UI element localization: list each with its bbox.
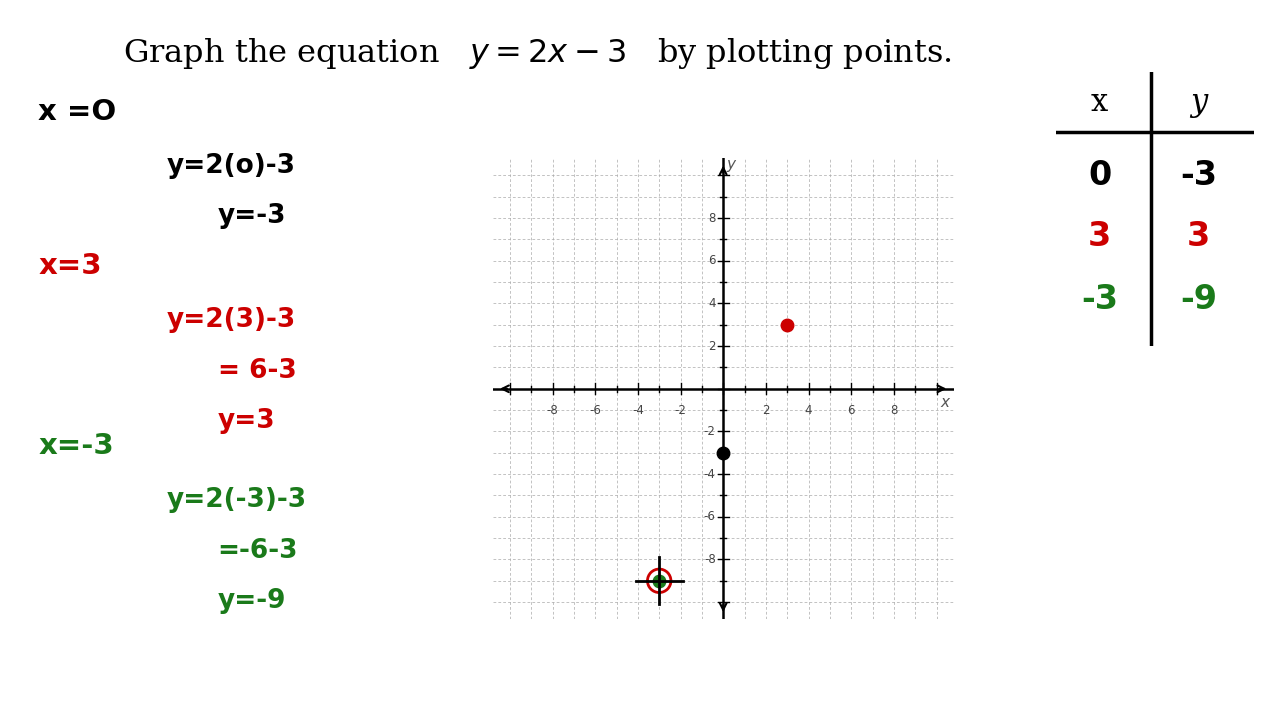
- Text: y=2(3)-3: y=2(3)-3: [166, 307, 296, 333]
- Text: x=3: x=3: [38, 253, 102, 280]
- Text: y=2(-3)-3: y=2(-3)-3: [166, 487, 306, 513]
- Text: -6: -6: [589, 404, 602, 417]
- Text: y=2(o)-3: y=2(o)-3: [166, 153, 296, 179]
- Text: 2: 2: [762, 404, 769, 417]
- Text: 4: 4: [708, 297, 716, 310]
- Text: -3: -3: [1082, 282, 1119, 315]
- Text: 4: 4: [805, 404, 813, 417]
- Text: 8: 8: [708, 212, 716, 225]
- Text: y: y: [726, 157, 735, 172]
- Text: x =O: x =O: [38, 98, 116, 125]
- Text: y=-9: y=-9: [218, 588, 287, 614]
- Text: -4: -4: [704, 467, 716, 481]
- Text: y=3: y=3: [218, 408, 275, 434]
- Text: -8: -8: [704, 553, 716, 566]
- Text: -3: -3: [1180, 159, 1217, 192]
- Text: x=-3: x=-3: [38, 433, 114, 460]
- Text: 3: 3: [1088, 220, 1111, 253]
- Text: 0: 0: [1088, 159, 1111, 192]
- Text: x: x: [941, 395, 950, 410]
- Text: = 6-3: = 6-3: [218, 358, 297, 384]
- Text: Graph the equation   $y = 2x - 3$   by plotting points.: Graph the equation $y = 2x - 3$ by plott…: [123, 36, 952, 71]
- Text: =-6-3: =-6-3: [218, 538, 298, 564]
- Text: -9: -9: [1180, 282, 1217, 315]
- Text: x: x: [1091, 86, 1108, 117]
- Text: -8: -8: [547, 404, 558, 417]
- Text: -4: -4: [632, 404, 644, 417]
- Text: y: y: [1190, 86, 1207, 117]
- Text: -2: -2: [704, 425, 716, 438]
- Text: 6: 6: [708, 254, 716, 267]
- Text: -2: -2: [675, 404, 686, 417]
- Text: 8: 8: [890, 404, 897, 417]
- Text: 6: 6: [847, 404, 855, 417]
- Text: y=-3: y=-3: [218, 203, 287, 229]
- Text: -6: -6: [704, 510, 716, 523]
- Text: 2: 2: [708, 340, 716, 353]
- Text: 3: 3: [1188, 220, 1211, 253]
